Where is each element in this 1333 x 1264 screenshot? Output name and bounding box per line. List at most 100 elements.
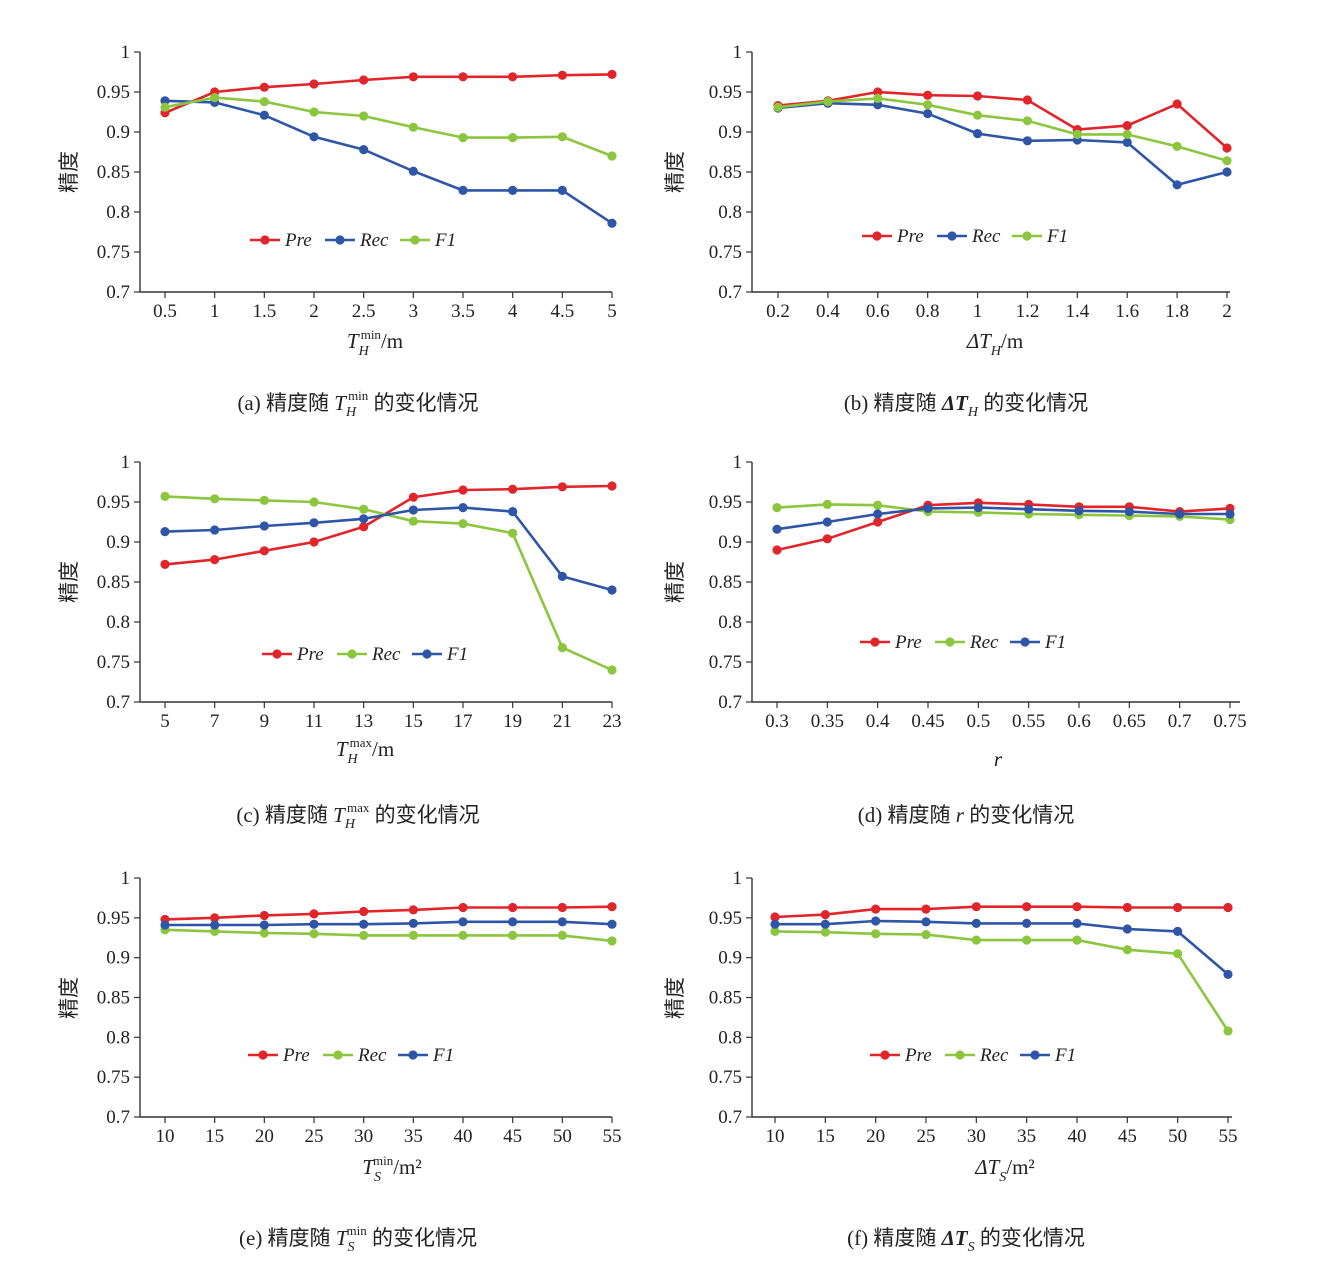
y-axis-label: 精度 <box>57 561 81 603</box>
x-tick-label: 0.55 <box>1012 711 1045 732</box>
data-point <box>823 97 833 107</box>
caption-suffix: 的变化情况 <box>975 1226 1085 1250</box>
data-point <box>160 527 170 537</box>
data-point <box>408 505 418 515</box>
y-tick-label: 1 <box>121 452 131 473</box>
data-point <box>359 906 369 917</box>
data-point <box>1072 935 1082 945</box>
data-point <box>770 926 780 936</box>
caption-sup: max <box>347 800 370 815</box>
x-label-main: r <box>994 747 1003 771</box>
data-point <box>921 904 931 914</box>
x-tick-label: 0.5 <box>966 711 990 732</box>
y-tick-label: 0.85 <box>97 572 130 593</box>
x-tick-label: 4.5 <box>550 301 574 322</box>
series-line-rec <box>774 930 1230 1032</box>
y-tick-label: 1 <box>733 868 743 889</box>
data-point <box>923 90 933 100</box>
series-line-pre <box>164 905 613 921</box>
legend: Pre Rec F1 <box>870 1045 1076 1066</box>
y-tick-label: 0.75 <box>709 652 742 673</box>
data-point <box>408 166 418 176</box>
caption-suffix: 的变化情况 <box>978 391 1088 415</box>
x-tick-label: 35 <box>1017 1126 1036 1147</box>
legend-marker <box>870 637 880 647</box>
data-point <box>160 96 170 106</box>
legend-label-rec: Rec <box>979 1045 1009 1066</box>
x-tick-label: 1 <box>210 301 220 322</box>
y-tick-label: 0.9 <box>106 948 130 969</box>
data-point <box>508 507 518 517</box>
x-tick-label: 21 <box>553 711 572 732</box>
y-axis-label: 精度 <box>663 977 687 1019</box>
caption-suffix: 的变化情况 <box>964 803 1074 827</box>
y-tick-label: 0.8 <box>106 612 130 633</box>
y-tick-label: 0.8 <box>718 1027 742 1048</box>
data-point <box>770 912 780 922</box>
data-point <box>359 930 369 940</box>
data-point <box>1072 918 1082 929</box>
data-point <box>1223 969 1233 979</box>
series-pre <box>160 481 617 570</box>
x-tick-label: 1.5 <box>252 301 276 322</box>
data-point <box>408 930 418 940</box>
x-tick-label: 30 <box>354 1126 373 1147</box>
data-point <box>871 929 881 939</box>
data-point <box>822 517 832 527</box>
x-tick-label: 50 <box>553 1126 572 1147</box>
y-tick-label: 0.95 <box>709 492 742 513</box>
data-point <box>309 919 319 929</box>
x-tick-label: 0.5 <box>153 301 177 322</box>
data-point <box>607 218 617 228</box>
x-tick-label: 2 <box>1222 301 1232 322</box>
caption-main: T <box>333 803 346 827</box>
x-tick-label: 1.2 <box>1016 301 1040 322</box>
y-tick-label: 0.95 <box>709 908 742 929</box>
data-point <box>873 517 883 527</box>
legend-marker <box>880 1050 890 1060</box>
x-tick-label: 1.4 <box>1065 301 1089 322</box>
caption-main: T <box>336 1226 349 1250</box>
data-point <box>1225 509 1235 519</box>
x-label-unit: /m² <box>1006 1155 1034 1179</box>
data-point <box>972 91 983 101</box>
x-tick-label: 25 <box>305 1126 324 1147</box>
y-tick-label: 0.85 <box>97 988 130 1009</box>
x-tick-label: 3.5 <box>451 301 475 322</box>
data-point <box>458 930 468 940</box>
legend-label-f1: F1 <box>432 1045 454 1066</box>
y-axis-label: 精度 <box>663 151 687 193</box>
series-pre <box>770 902 1233 922</box>
y-tick-label: 0.7 <box>106 1107 130 1128</box>
data-point <box>259 928 269 938</box>
caption-sub: H <box>967 405 979 420</box>
data-point <box>408 492 418 502</box>
panel-caption: (d) 精度随 r 的变化情况 <box>858 803 1074 827</box>
legend: Pre Rec F1 <box>262 644 468 665</box>
legend: Pre Rec F1 <box>248 1045 454 1066</box>
data-point <box>1022 136 1033 146</box>
data-point <box>1222 143 1232 153</box>
chart-panel-f: 0.7 0.75 0.8 0.85 0.9 0.95 1 10 15 20 25 30 35 40 45 50… <box>663 868 1238 1255</box>
data-point <box>458 72 468 82</box>
legend-label-pre: Pre <box>894 632 922 653</box>
x-tick-label: 2.5 <box>352 301 376 322</box>
series-rec <box>770 926 1233 1036</box>
data-point <box>607 936 617 946</box>
data-point <box>1122 902 1132 913</box>
y-tick-label: 0.9 <box>718 948 742 969</box>
data-point <box>408 72 418 82</box>
data-point <box>1122 137 1132 147</box>
x-tick-label: 3 <box>409 301 419 322</box>
y-tick-label: 0.9 <box>106 122 130 143</box>
series-f1 <box>160 93 617 161</box>
data-point <box>873 93 883 103</box>
legend-label-pre: Pre <box>282 1045 310 1066</box>
data-point <box>309 518 319 528</box>
data-point <box>210 494 220 504</box>
caption-prefix: (c) 精度随 <box>236 803 333 827</box>
data-point <box>557 917 567 927</box>
y-tick-label: 0.9 <box>718 532 742 553</box>
y-tick-label: 0.7 <box>718 282 742 303</box>
